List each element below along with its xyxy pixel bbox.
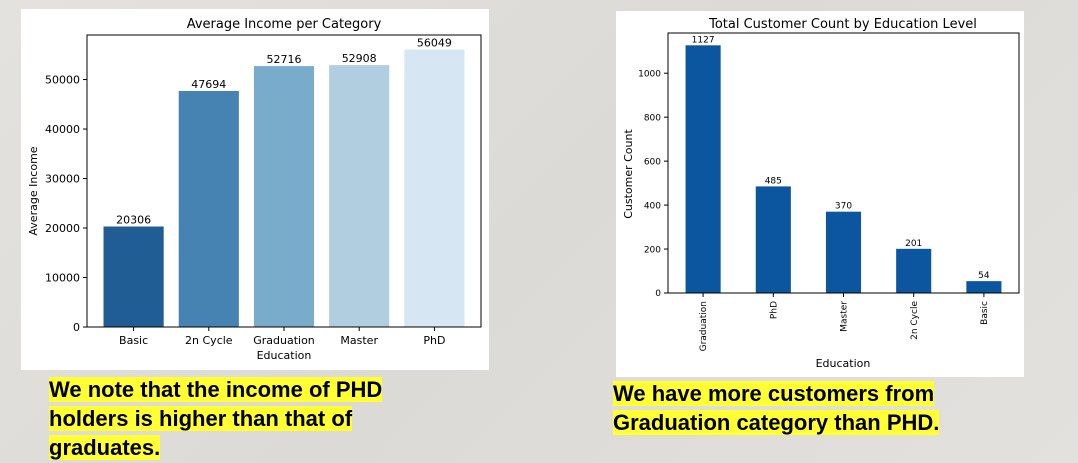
income-chart-panel: Average Income per Category Education Av… (21, 9, 489, 370)
chart-title: Total Customer Count by Education Level (708, 17, 977, 32)
y-tick-label: 200 (644, 245, 661, 255)
bar (685, 45, 721, 293)
y-tick-label: 40000 (45, 123, 80, 136)
data-label: 56049 (417, 37, 452, 50)
x-axis-label: Education (257, 349, 312, 362)
bar (966, 281, 1002, 293)
x-axis-label: Education (816, 357, 871, 370)
bar (253, 66, 315, 328)
bar (755, 186, 791, 293)
count-chart: Total Customer Count by Education Level … (622, 17, 1020, 370)
x-tick-label: Basic (980, 301, 990, 325)
x-tick-label: PhD (423, 334, 445, 347)
y-tick-label: 1000 (638, 69, 661, 79)
y-tick-label: 600 (644, 157, 661, 167)
income-chart: Average Income per Category Education Av… (27, 17, 482, 362)
bar (825, 211, 862, 293)
data-label: 201 (905, 239, 922, 249)
count-chart-panel: Total Customer Count by Education Level … (616, 11, 1024, 377)
y-tick-label: 50000 (45, 74, 80, 87)
data-label: 52716 (267, 53, 302, 66)
data-label: 1127 (692, 35, 715, 45)
y-axis-label: Customer Count (622, 129, 635, 219)
plot-frame (86, 34, 482, 328)
y-tick-label: 20000 (45, 222, 80, 235)
chart-title: Average Income per Category (187, 17, 382, 32)
x-tick-label: PhD (769, 301, 779, 319)
y-tick-label: 30000 (45, 172, 80, 185)
x-tick-label: 2n Cycle (910, 301, 920, 340)
x-tick-label: 2n Cycle (185, 334, 233, 347)
data-label: 20306 (116, 214, 151, 227)
count-caption: We have more customers from Graduation c… (613, 381, 940, 435)
bar (103, 226, 164, 327)
x-tick-label: Master (840, 301, 850, 332)
x-tick-label: Graduation (253, 334, 315, 347)
bar (178, 90, 239, 328)
data-label: 485 (765, 176, 782, 186)
bar (896, 248, 932, 293)
bar (404, 49, 465, 327)
bar (329, 65, 390, 327)
data-label: 52908 (342, 52, 377, 65)
plot-frame (667, 32, 1020, 294)
data-label: 54 (978, 271, 990, 281)
y-tick-label: 0 (655, 289, 661, 299)
x-tick-label: Basic (119, 334, 148, 347)
y-tick-label: 400 (644, 201, 661, 211)
data-label: 370 (835, 202, 852, 212)
y-axis-label: Average Income (27, 146, 40, 235)
x-tick-label: Master (340, 334, 378, 347)
x-tick-label: Graduation (699, 301, 709, 351)
y-tick-label: 0 (73, 321, 80, 334)
y-tick-label: 800 (644, 113, 661, 123)
data-label: 47694 (191, 78, 226, 91)
y-tick-label: 10000 (45, 271, 80, 284)
income-caption: We note that the income of PHD holders i… (49, 377, 383, 460)
